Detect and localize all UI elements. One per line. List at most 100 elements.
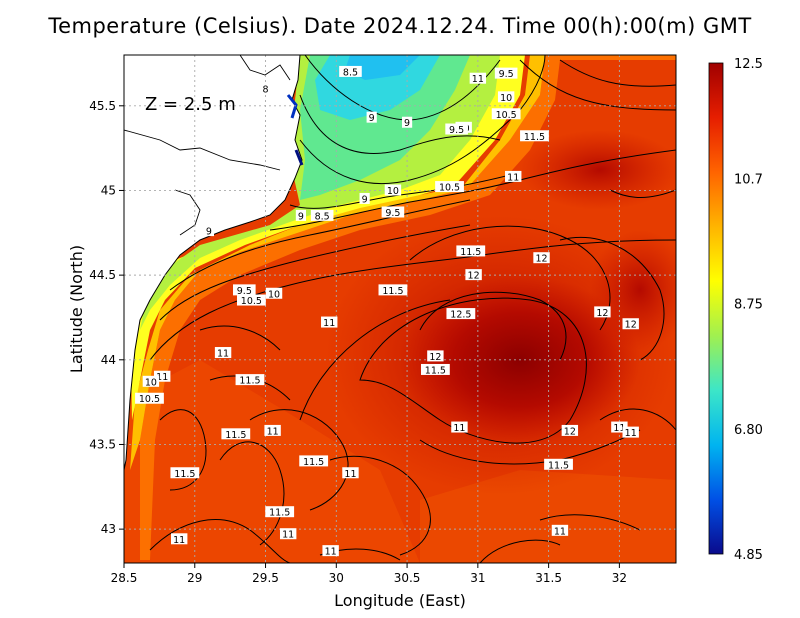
contour-label: 9: [366, 111, 377, 124]
contour-label: 11.5: [265, 506, 295, 519]
contour-label: 9.5: [445, 123, 468, 136]
svg-text:12.5: 12.5: [450, 310, 471, 321]
contour-label: 10.5: [435, 181, 464, 194]
svg-text:10: 10: [268, 289, 280, 300]
svg-text:12: 12: [625, 320, 637, 331]
svg-text:11.5: 11.5: [174, 469, 195, 480]
contour-label: 11: [264, 424, 281, 437]
x-axis-label: Longitude (East): [334, 591, 466, 610]
contour-label: 10.5: [491, 108, 521, 121]
svg-text:11.5: 11.5: [382, 286, 403, 297]
contour-label: 11: [279, 528, 297, 541]
contour-label: 8.5: [339, 65, 362, 78]
contour-label: 11: [622, 426, 639, 439]
svg-text:11: 11: [267, 426, 279, 437]
svg-text:12: 12: [468, 271, 480, 282]
svg-text:9: 9: [298, 211, 304, 222]
contour-label: 11: [451, 421, 468, 434]
contour-label: 10: [384, 184, 402, 197]
svg-text:10.5: 10.5: [496, 110, 517, 121]
colorbar-tick-label: 4.85: [734, 548, 763, 563]
plot-area: 8 8.5 9 9 9.5 10 10.5 11 11.5 10 9.5 10 10.5 11 9 9.5 8.…: [124, 55, 676, 563]
contour-label: 11: [469, 72, 487, 85]
contour-label: 11: [505, 170, 522, 183]
contour-label: 9: [295, 209, 307, 222]
svg-text:11: 11: [453, 423, 465, 434]
colorbar-tick-label: 6.80: [734, 423, 763, 438]
contour-label: 12: [427, 350, 444, 363]
svg-text:9.5: 9.5: [499, 69, 514, 80]
contour-label: 9: [401, 116, 413, 129]
contour-label: 11.5: [420, 363, 450, 376]
svg-text:9: 9: [404, 118, 410, 129]
svg-text:11: 11: [344, 469, 356, 480]
y-tick-label: 43.5: [89, 437, 116, 451]
contour-labels: 8 8.5 9 9 9.5 10 10.5 11 11.5 10 9.5 10 10.5 11 9 9.5 8.…: [135, 65, 639, 558]
svg-text:11: 11: [173, 535, 185, 546]
contour-label: 12: [465, 269, 482, 282]
contour-label: 10: [497, 91, 515, 104]
y-tick-label: 43: [101, 522, 116, 536]
x-tick-label: 28.5: [111, 571, 138, 585]
svg-text:11.5: 11.5: [460, 247, 481, 258]
x-tick-label: 29: [187, 571, 202, 585]
contour-label: 8: [260, 82, 271, 95]
svg-text:10.5: 10.5: [241, 296, 262, 307]
x-tick-label: 32: [612, 571, 627, 585]
svg-text:8.5: 8.5: [343, 67, 358, 78]
y-axis-ticks: 43 43.5 44 44.5 45 45.5: [89, 99, 124, 536]
contour-label: 11.5: [170, 467, 200, 480]
svg-text:11.5: 11.5: [225, 430, 246, 441]
svg-text:9.5: 9.5: [385, 208, 400, 219]
contour-label: 11.5: [520, 130, 549, 143]
contour-label: 9: [359, 192, 370, 205]
y-axis-label: Latitude (North): [67, 245, 86, 373]
contour-label: 9.5: [381, 206, 405, 219]
contour-label: 11: [342, 467, 359, 480]
contour-label: 10: [142, 375, 160, 388]
svg-text:12: 12: [596, 308, 608, 319]
map-title: Temperature (Celsius). Date 2024.12.24. …: [48, 14, 752, 38]
contour-label: 11.5: [221, 428, 251, 441]
y-tick-label: 45.5: [89, 99, 116, 113]
svg-text:10: 10: [145, 377, 157, 388]
svg-text:8.5: 8.5: [315, 211, 330, 222]
colorbar-scale: [708, 62, 724, 555]
contour-label: 10.5: [236, 294, 266, 307]
contour-lines: [149, 55, 676, 563]
contour-label: 12: [561, 424, 579, 437]
contour-label: 10.5: [135, 392, 164, 405]
contour-label: 12: [594, 306, 611, 319]
contour-label: 9.5: [494, 67, 518, 80]
svg-text:12: 12: [535, 254, 547, 265]
contour-label: 9.5: [233, 284, 256, 297]
svg-text:11.5: 11.5: [524, 132, 545, 143]
contour-label: 11.5: [544, 458, 573, 471]
svg-text:9.5: 9.5: [237, 286, 252, 297]
svg-text:11: 11: [325, 547, 337, 558]
colorbar-tick-label: 12.5: [734, 57, 763, 72]
svg-text:10.5: 10.5: [139, 394, 160, 405]
svg-text:10: 10: [500, 93, 512, 104]
colorbar-tick-label: 8.75: [734, 298, 763, 313]
colorbar: 12.5 10.7 8.75 6.80 4.85: [708, 57, 763, 563]
svg-text:9: 9: [362, 194, 368, 205]
contour-label: 12.5: [446, 308, 476, 321]
svg-text:11: 11: [217, 349, 229, 360]
grid-lines: [124, 55, 676, 563]
svg-text:11.5: 11.5: [303, 457, 324, 468]
svg-text:10.5: 10.5: [439, 183, 460, 194]
svg-text:11: 11: [507, 172, 519, 183]
svg-text:11.5: 11.5: [269, 508, 290, 519]
svg-text:9: 9: [206, 227, 212, 238]
contour-label: 9: [203, 225, 215, 238]
svg-text:11: 11: [282, 530, 294, 541]
svg-text:11.5: 11.5: [548, 460, 569, 471]
colorbar-ticks: 12.5 10.7 8.75 6.80 4.85: [734, 57, 763, 563]
x-tick-label: 31.5: [535, 571, 562, 585]
contour-label: 12: [622, 318, 639, 331]
contour-label: 11: [171, 533, 188, 546]
y-tick-label: 44.5: [89, 268, 116, 282]
contour-label: 11: [322, 545, 339, 558]
